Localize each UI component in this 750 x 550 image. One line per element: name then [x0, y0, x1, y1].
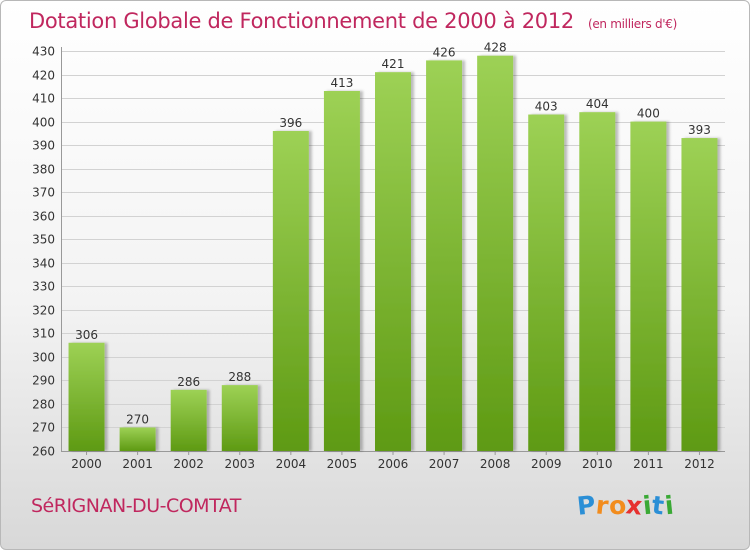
y-tick-label: 410 [32, 92, 55, 106]
data-label-2012: 393 [688, 123, 711, 137]
x-tick-label-2008: 2008 [480, 457, 511, 471]
x-tick-label-2002: 2002 [173, 457, 204, 471]
bar-2002 [170, 389, 207, 451]
chart-title-text: Dotation Globale de Fonctionnement de 20… [29, 9, 574, 33]
y-tick-label: 280 [32, 398, 55, 412]
proxiti-logo: Proxiti [576, 490, 676, 521]
data-label-2006: 421 [382, 57, 405, 71]
bar-2003 [221, 385, 258, 451]
data-label-2010: 404 [586, 97, 609, 111]
x-tick-label-2004: 2004 [276, 457, 307, 471]
bar-2009 [528, 114, 565, 451]
bar-2004 [272, 131, 309, 451]
x-tick-label-2012: 2012 [684, 457, 715, 471]
x-tick-label-2011: 2011 [633, 457, 664, 471]
unit-note: (en milliers d'€) [587, 17, 677, 31]
y-tick-label: 370 [32, 186, 55, 200]
y-tick-label: 290 [32, 374, 55, 388]
y-tick-label: 310 [32, 327, 55, 341]
bar-2011 [630, 121, 667, 452]
y-tick-label: 380 [32, 163, 55, 177]
y-tick-label: 340 [32, 257, 55, 271]
x-tick-label-2010: 2010 [582, 457, 613, 471]
bar-2010 [579, 112, 616, 452]
x-tick-label-2001: 2001 [122, 457, 153, 471]
bar-2001 [119, 427, 156, 451]
data-label-2002: 286 [177, 375, 200, 389]
data-label-2000: 306 [75, 328, 98, 342]
commune-name: SéRIGNAN-DU-COMTAT [31, 495, 241, 517]
data-label-2008: 428 [484, 41, 507, 55]
bar-2005 [323, 91, 360, 451]
bar-2006 [375, 72, 411, 452]
x-tick-label-2007: 2007 [429, 457, 460, 471]
x-tick-label-2000: 2000 [71, 457, 102, 471]
data-labels: 306 270 286 288 396 413 421 426 428 403 404 400 393 [75, 41, 711, 427]
x-tick-label-2005: 2005 [327, 457, 358, 471]
x-tick-label-2003: 2003 [224, 457, 255, 471]
bars [68, 55, 718, 452]
y-tick-label: 270 [32, 421, 55, 435]
y-tick-label: 420 [32, 69, 55, 83]
data-label-2009: 403 [535, 100, 558, 114]
y-tick-label: 350 [32, 233, 55, 247]
x-tick-label-2009: 2009 [531, 457, 562, 471]
data-label-2007: 426 [433, 45, 456, 59]
bar-2007 [426, 60, 463, 451]
y-tick-label: 300 [32, 351, 55, 365]
y-tick-label: 390 [32, 139, 55, 153]
y-tick-label: 360 [32, 210, 55, 224]
data-label-2001: 270 [126, 412, 149, 426]
data-label-2004: 396 [279, 116, 302, 130]
y-tick-label: 400 [32, 116, 55, 130]
y-tick-label: 260 [32, 445, 55, 459]
bar-2012 [681, 138, 718, 451]
x-tick-label-2006: 2006 [378, 457, 409, 471]
chart-title: Dotation Globale de Fonctionnement de 20… [29, 9, 677, 33]
logo-letter: i [663, 490, 676, 521]
axes: 260 270 280 290 300 310 320 330 340 350 360 370 380 3… [32, 45, 725, 471]
bar-2008 [477, 55, 514, 452]
bar-2000 [68, 342, 105, 451]
y-tick-label: 330 [32, 280, 55, 294]
data-label-2011: 400 [637, 107, 660, 121]
data-label-2005: 413 [330, 76, 353, 90]
data-label-2003: 288 [228, 370, 251, 384]
y-tick-label: 320 [32, 304, 55, 318]
y-tick-label: 430 [32, 45, 55, 59]
